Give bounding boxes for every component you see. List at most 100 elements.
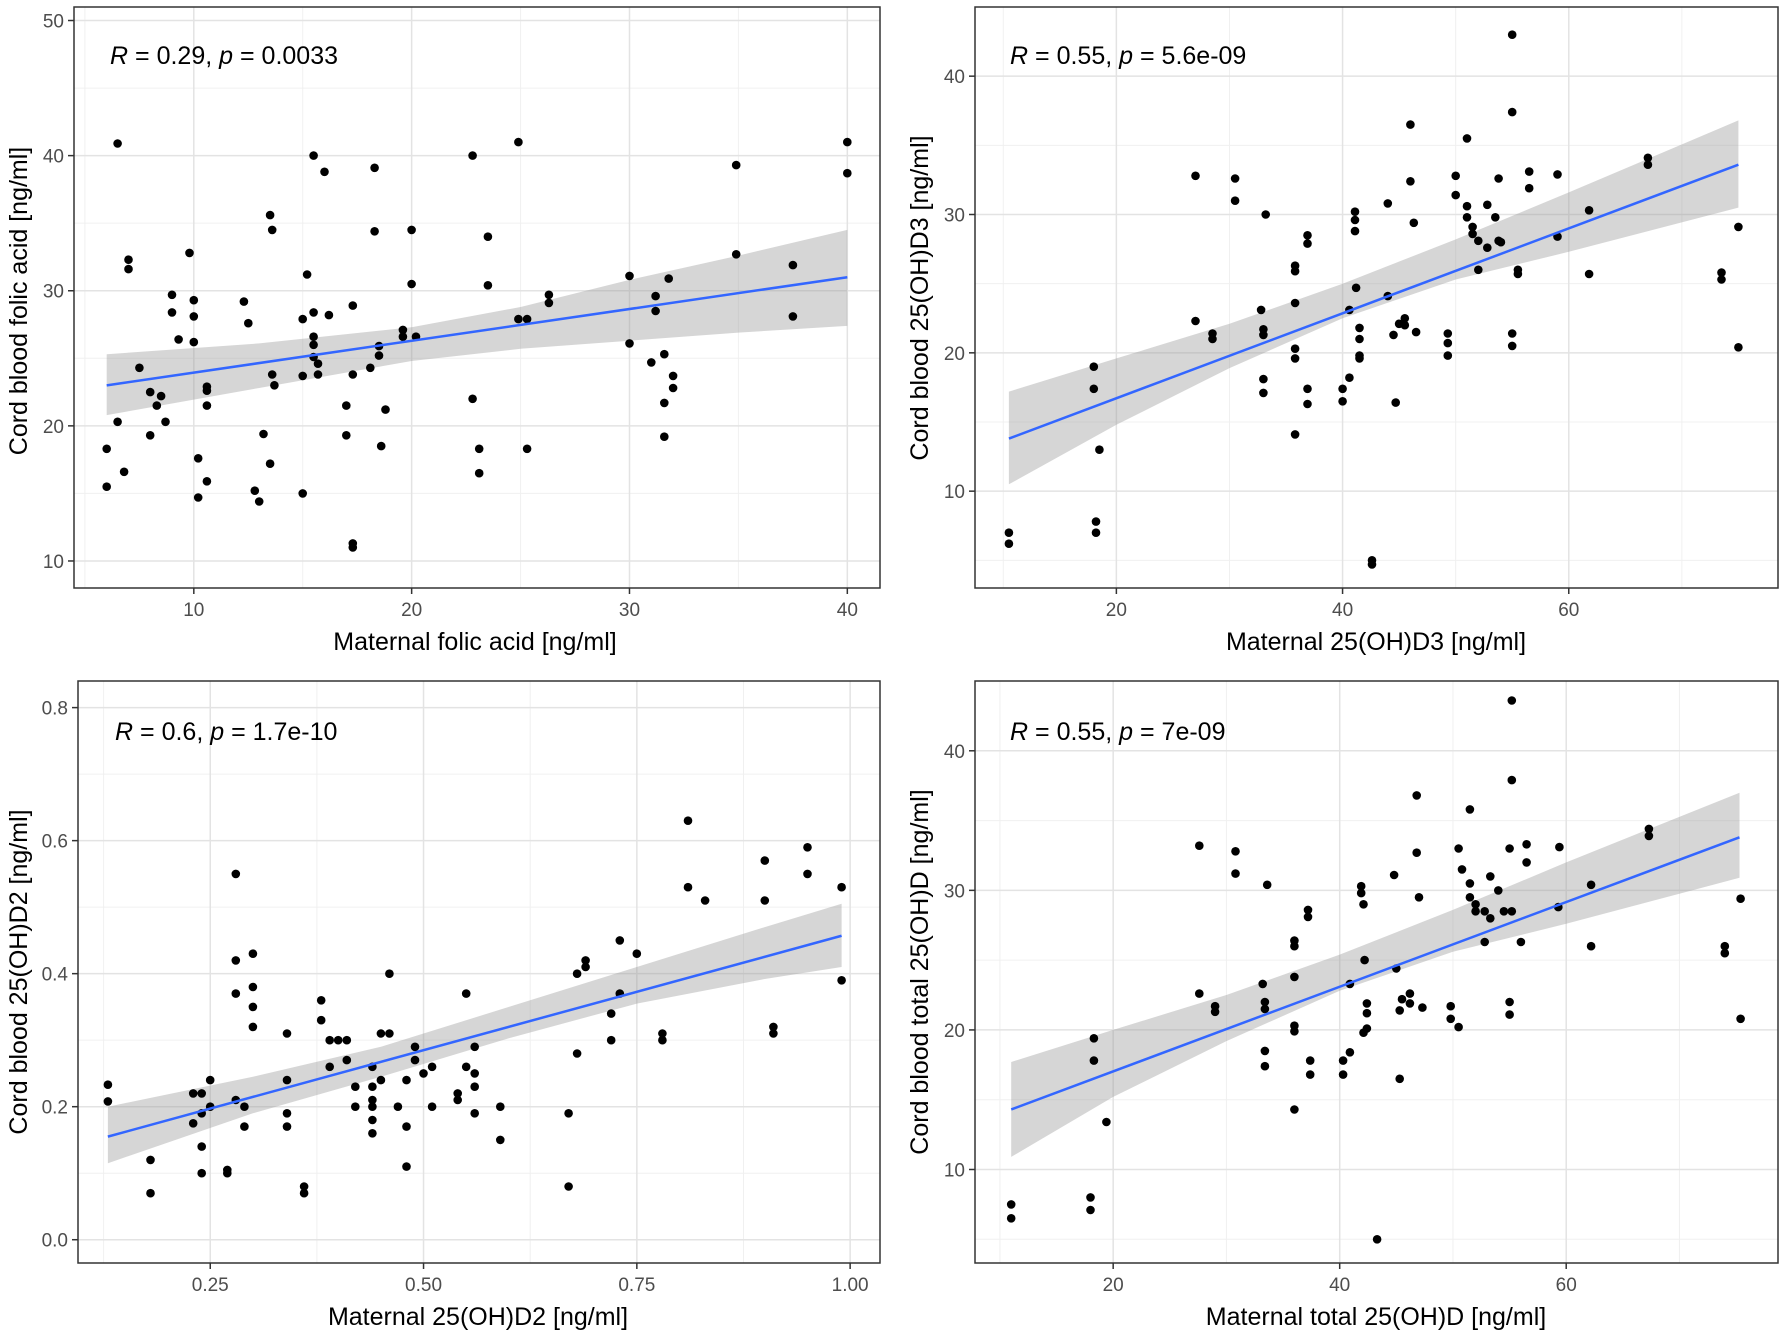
data-point [103, 1097, 113, 1106]
data-point [1356, 881, 1366, 891]
x-tick-label: 0.50 [405, 1275, 442, 1296]
data-point [468, 151, 477, 160]
data-point [248, 1022, 258, 1032]
data-point [468, 394, 477, 404]
regression-line [106, 275, 848, 387]
plot-area: 20 40 60 10 20 30 40 [944, 6, 1779, 621]
y-axis-title: Cord blood 25(OH)D3 [ng/ml] [906, 135, 934, 460]
data-point [342, 1035, 352, 1045]
data-point [1414, 893, 1424, 902]
data-point [320, 167, 329, 177]
data-point [1195, 989, 1204, 998]
y-tick-label: 10 [43, 552, 64, 573]
data-point [1507, 329, 1517, 338]
data-point [119, 467, 129, 477]
data-point [1454, 1022, 1463, 1032]
data-point [564, 1182, 573, 1191]
panel-title: R = 0.29, p = 0.0033 [110, 42, 338, 70]
data-point [161, 417, 170, 427]
data-point [658, 1035, 667, 1045]
data-point [205, 1075, 215, 1085]
data-point [470, 1069, 480, 1078]
data-point [1290, 430, 1300, 439]
regression-line [1010, 836, 1740, 1111]
confidence-band [107, 903, 842, 1164]
data-point [333, 1035, 343, 1045]
data-point [606, 1009, 616, 1018]
data-point [102, 444, 111, 454]
data-point [1350, 207, 1360, 216]
x-tick-label: 0.25 [192, 1275, 229, 1296]
data-point [522, 444, 532, 454]
data-point [348, 543, 358, 552]
data-point [1351, 283, 1361, 293]
data-point [1355, 354, 1364, 363]
data-point [1471, 900, 1480, 909]
data-point [1555, 842, 1564, 852]
data-point [1089, 1034, 1099, 1043]
data-point [325, 1062, 335, 1072]
data-point [788, 260, 798, 270]
data-point [1644, 824, 1654, 834]
data-point [1303, 384, 1312, 394]
panel-border [77, 680, 881, 1264]
data-point [1516, 937, 1526, 947]
data-point [239, 297, 249, 306]
data-point [282, 1075, 292, 1085]
data-point [231, 956, 241, 965]
data-point [1405, 989, 1415, 998]
data-point [282, 1109, 292, 1118]
data-point [309, 308, 318, 317]
data-point [244, 318, 253, 328]
data-point [189, 337, 199, 347]
data-point [248, 1002, 258, 1012]
data-point [197, 1142, 206, 1151]
data-point [769, 1029, 778, 1038]
data-point [299, 1188, 309, 1198]
data-point [1290, 1105, 1299, 1114]
data-point [1443, 329, 1453, 338]
data-point [606, 1035, 616, 1045]
panel-title: R = 0.55, p = 7e-09 [1010, 718, 1226, 746]
x-tick-label: 40 [1329, 1275, 1350, 1296]
data-point [124, 255, 133, 264]
panel-total-25ohd: 20 40 60 10 20 30 40 R = 0.55, p = 7e-09 Matern… [906, 680, 1779, 1331]
x-axis-title: Maternal 25(OH)D3 [ng/ml] [1226, 628, 1526, 656]
data-point [366, 363, 375, 373]
x-tick-label: 30 [619, 600, 640, 621]
data-point [368, 1095, 377, 1105]
data-point [1486, 872, 1495, 881]
data-point [342, 401, 351, 410]
x-tick-label: 10 [183, 600, 204, 621]
data-point [470, 1042, 480, 1052]
data-point [1290, 266, 1300, 276]
data-point [496, 1102, 505, 1111]
y-tick-label: 0.4 [42, 965, 69, 986]
data-point [1191, 171, 1200, 181]
data-point [145, 431, 155, 440]
data-point [103, 1080, 113, 1089]
data-point [376, 441, 386, 451]
data-point [385, 969, 394, 978]
data-point [410, 1055, 420, 1065]
data-point [1553, 170, 1562, 179]
data-point [1524, 167, 1534, 176]
data-point [1717, 268, 1726, 277]
y-tick-label: 40 [944, 67, 965, 88]
data-point [632, 949, 642, 958]
data-point [1496, 237, 1506, 247]
data-point [1411, 327, 1421, 337]
data-point [1584, 206, 1594, 215]
data-point [1412, 848, 1421, 857]
data-point [368, 1082, 377, 1091]
data-point [1091, 517, 1101, 526]
y-tick-label: 20 [43, 417, 64, 438]
data-point [374, 351, 384, 360]
data-point [368, 1129, 377, 1138]
data-point [265, 459, 275, 469]
data-point [1290, 298, 1300, 308]
data-point [1359, 900, 1368, 909]
data-point [1303, 239, 1312, 248]
data-point [410, 1042, 420, 1052]
data-point [1290, 941, 1299, 951]
